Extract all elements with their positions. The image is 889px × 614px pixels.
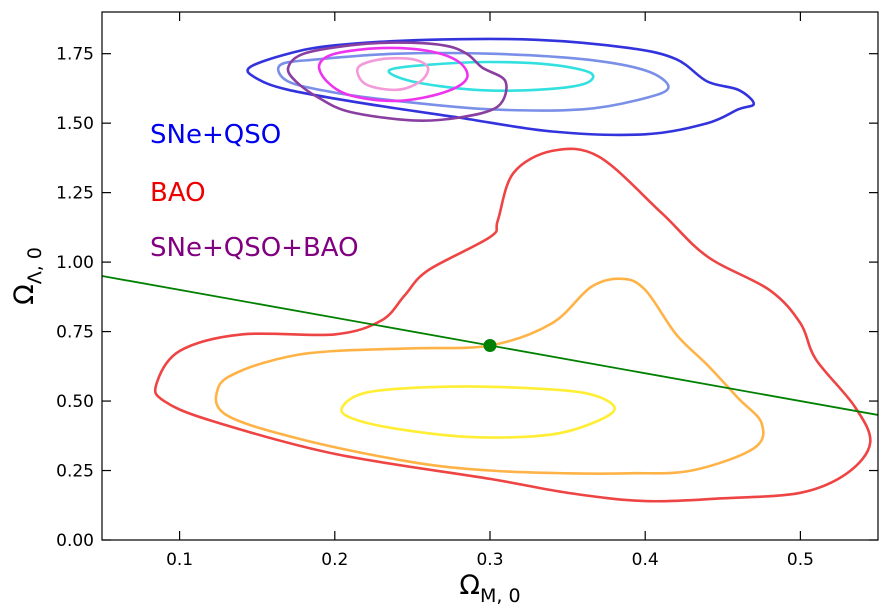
- combined-3sigma-contour: [286, 41, 508, 122]
- y-tick-label: 0.25: [56, 462, 94, 482]
- combined-1sigma-contour: [356, 56, 430, 92]
- reference-point: [483, 338, 497, 352]
- combined-2sigma-contour: [317, 46, 469, 103]
- x-tick-label: 0.3: [476, 550, 503, 570]
- x-tick-label: 0.2: [321, 550, 348, 570]
- ticks-layer: 0.1 0.2 0.3 0.4 0.5 0.00 0.25 0.50 0.75 1.00 1.25 1…: [56, 12, 878, 570]
- bao-3sigma-contour: [153, 147, 872, 503]
- snqso-3sigma-contour: [246, 37, 756, 137]
- x-tick-label: 0.5: [787, 550, 814, 570]
- legend-item-bao: BAO: [150, 178, 206, 208]
- y-tick-label: 1.00: [56, 253, 94, 273]
- x-axis-label: ΩM, 0: [459, 570, 520, 607]
- bao-1sigma-contour: [340, 385, 616, 439]
- legend-item-sne-qso-bao: SNe+QSO+BAO: [150, 233, 359, 263]
- x-tick-label: 0.4: [632, 550, 659, 570]
- y-tick-label: 0.00: [56, 531, 94, 551]
- contours-layer: [153, 37, 872, 503]
- y-tick-label: 1.25: [56, 184, 94, 204]
- bao-2sigma-contour: [214, 277, 765, 475]
- legend-item-sne-qso: SNe+QSO: [150, 120, 281, 150]
- legend: SNe+QSO BAO SNe+QSO+BAO: [150, 120, 359, 263]
- snqso-1sigma-contour: [387, 60, 595, 92]
- y-tick-label: 1.50: [56, 114, 94, 134]
- y-tick-label: 0.50: [56, 392, 94, 412]
- y-tick-label: 0.75: [56, 323, 94, 343]
- y-tick-label: 1.75: [56, 45, 94, 65]
- marker-layer: [483, 338, 497, 352]
- x-tick-label: 0.1: [166, 550, 193, 570]
- y-axis-label: ΩΛ, 0: [9, 247, 46, 305]
